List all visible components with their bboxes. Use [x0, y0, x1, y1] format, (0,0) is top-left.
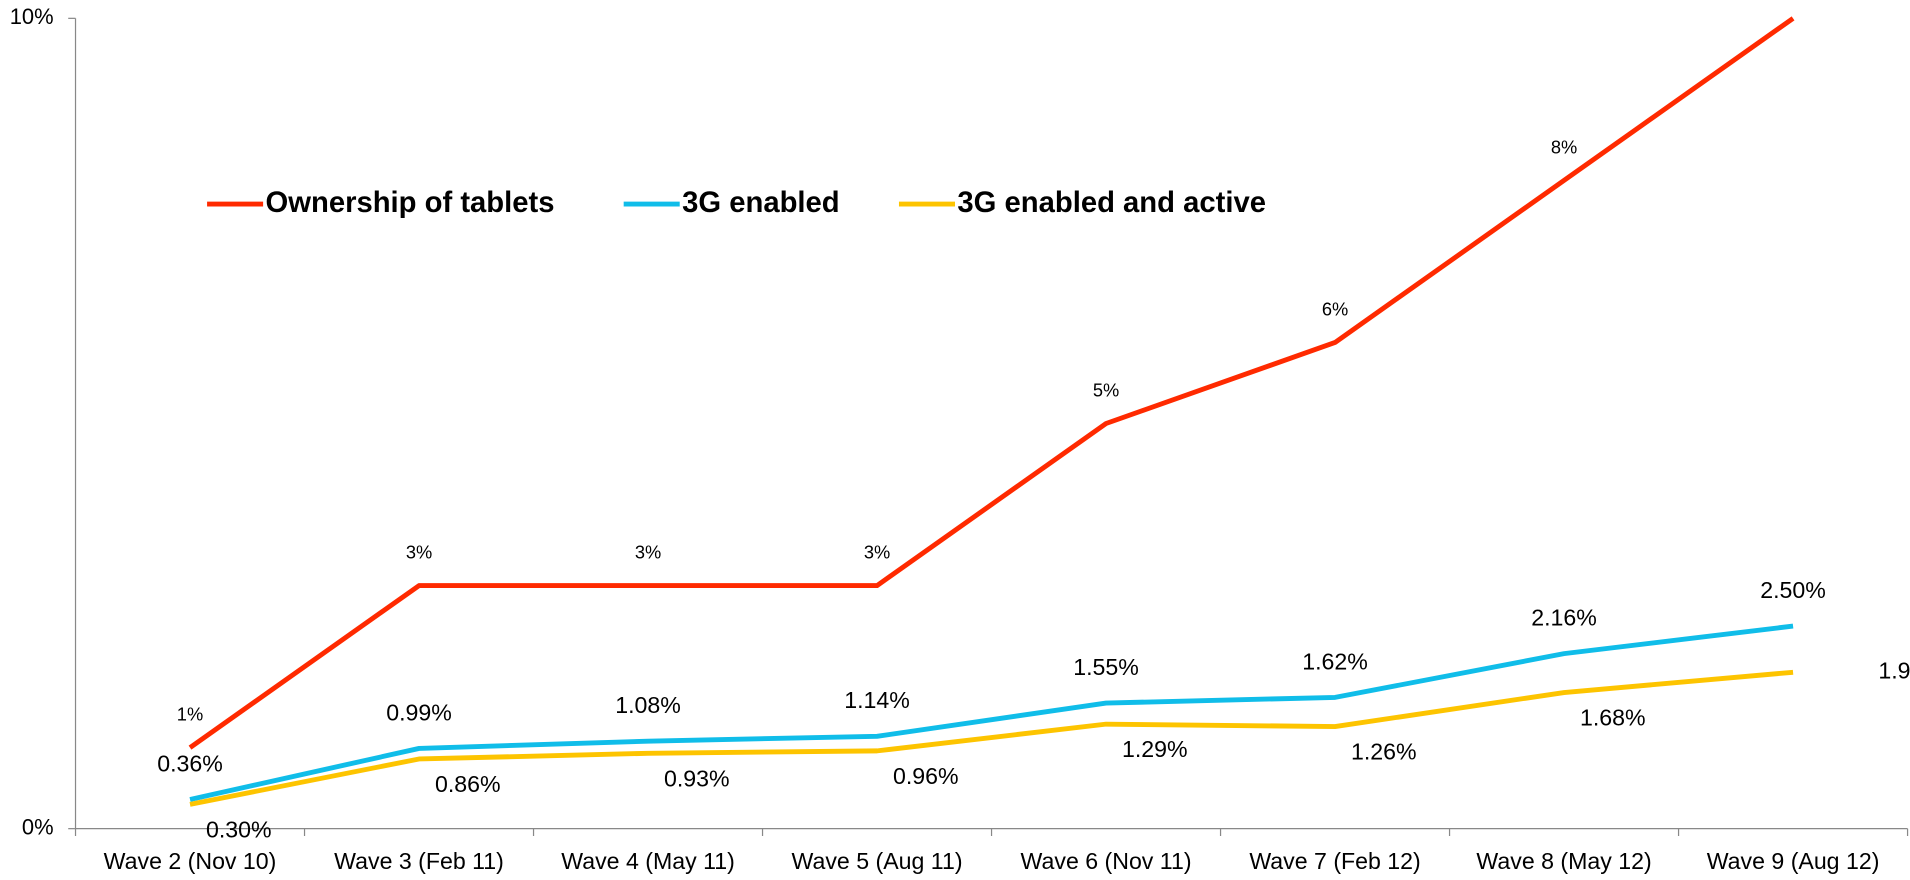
x-tick-label: Wave 7 (Feb 12)	[1249, 848, 1420, 874]
x-tick-label: Wave 3 (Feb 11)	[334, 848, 504, 874]
series-line	[189, 623, 1794, 802]
data-label: 3%	[864, 542, 890, 563]
x-tick-label: Wave 6 (Nov 11)	[1021, 848, 1192, 874]
data-label: 0.36%	[157, 750, 223, 776]
data-label: 6%	[1322, 298, 1348, 319]
data-label: 3%	[406, 542, 432, 563]
data-label: 0.93%	[664, 765, 730, 791]
data-label: 1.62%	[1302, 648, 1368, 674]
data-label: 0.30%	[206, 816, 272, 842]
data-label: 1.14%	[844, 687, 910, 713]
x-tick-label: Wave 5 (Aug 11)	[792, 848, 963, 874]
legend-label: 3G enabled and active	[957, 186, 1266, 219]
legend-label: Ownership of tablets	[266, 186, 555, 219]
y-tick-label: 0%	[22, 814, 54, 839]
x-tick-label: Wave 8 (May 12)	[1476, 848, 1651, 874]
data-label: 3%	[635, 542, 661, 563]
data-label: 2.16%	[1531, 605, 1597, 631]
data-label: 1.26%	[1351, 739, 1417, 765]
data-label: 1.68%	[1580, 705, 1646, 731]
data-label: 1.55%	[1073, 654, 1139, 680]
x-tick-label: Wave 2 (Nov 10)	[104, 848, 277, 874]
data-label: 8%	[1551, 136, 1577, 157]
data-label: 0.86%	[435, 771, 501, 797]
data-label: 2.50%	[1760, 577, 1826, 603]
data-label: 0.99%	[386, 699, 452, 725]
series-line	[189, 669, 1794, 807]
y-tick-label: 10%	[10, 4, 54, 29]
x-tick-label: Wave 9 (Aug 12)	[1707, 848, 1880, 874]
data-label: 0.96%	[893, 763, 959, 789]
data-label: 1.08%	[615, 692, 681, 718]
data-label: 1.29%	[1122, 736, 1188, 762]
series-line	[188, 16, 1795, 750]
data-label: 1.93%	[1878, 657, 1910, 683]
legend-label: 3G enabled	[682, 186, 839, 219]
data-label: 1%	[177, 704, 203, 725]
x-tick-label: Wave 4 (May 11)	[561, 848, 735, 874]
data-label: 5%	[1093, 380, 1119, 401]
